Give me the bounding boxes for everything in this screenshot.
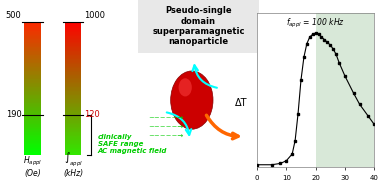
Text: clinically
SAFE range
AC magnetic field: clinically SAFE range AC magnetic field: [98, 134, 167, 154]
Text: 190: 190: [6, 110, 22, 119]
Circle shape: [178, 78, 192, 96]
Text: 120: 120: [84, 110, 100, 119]
Bar: [316, 13, 374, 167]
Text: ~~~~~→: ~~~~~→: [148, 124, 183, 130]
Text: $f_{appl}$ = 100 kHz: $f_{appl}$ = 100 kHz: [286, 17, 345, 30]
Circle shape: [170, 71, 213, 129]
Text: 1000: 1000: [84, 11, 105, 20]
Text: $H_{appl}$
(Oe): $H_{appl}$ (Oe): [23, 155, 42, 178]
Text: Pseudo-single
domain
superparamagnetic
nanoparticle: Pseudo-single domain superparamagnetic n…: [152, 6, 245, 46]
Text: ~~~~~→: ~~~~~→: [148, 134, 183, 139]
Text: 500: 500: [6, 11, 22, 20]
FancyBboxPatch shape: [138, 0, 259, 53]
Text: ΔT: ΔT: [234, 98, 247, 108]
Text: $\int_{appl}$
(kHz): $\int_{appl}$ (kHz): [63, 150, 83, 178]
Text: ~~~~~→: ~~~~~→: [148, 115, 183, 121]
